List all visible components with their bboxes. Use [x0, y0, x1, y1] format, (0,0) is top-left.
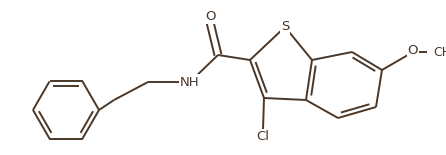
Text: O: O: [205, 9, 215, 22]
Text: CH₃: CH₃: [433, 46, 446, 58]
Text: NH: NH: [180, 75, 200, 89]
Text: Cl: Cl: [256, 131, 269, 144]
Text: O: O: [408, 44, 418, 58]
Text: S: S: [281, 20, 289, 33]
